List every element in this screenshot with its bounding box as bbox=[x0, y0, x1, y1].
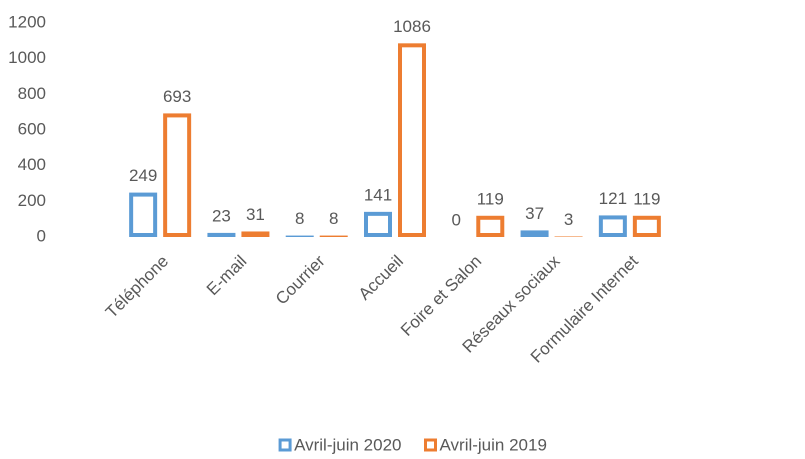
bar bbox=[319, 235, 348, 237]
bar bbox=[207, 232, 236, 237]
bar bbox=[632, 215, 661, 238]
y-tick-label: 800 bbox=[18, 84, 46, 103]
bar bbox=[598, 215, 627, 237]
value-label: 37 bbox=[525, 204, 544, 223]
value-label: 249 bbox=[129, 166, 157, 185]
y-tick-label: 200 bbox=[18, 191, 46, 210]
legend-label: Avril-juin 2020 bbox=[294, 435, 401, 454]
value-label: 8 bbox=[329, 209, 338, 228]
value-label: 31 bbox=[246, 205, 265, 224]
bar bbox=[163, 113, 192, 237]
value-label: 8 bbox=[295, 209, 304, 228]
x-tick-label: Foire et Salon bbox=[397, 252, 485, 340]
value-label: 121 bbox=[599, 189, 627, 208]
y-tick-label: 1000 bbox=[8, 48, 46, 67]
bar bbox=[398, 43, 426, 237]
x-tick-label: Accueil bbox=[355, 252, 407, 304]
legend-label: Avril-juin 2019 bbox=[440, 435, 547, 454]
y-tick-label: 600 bbox=[18, 119, 46, 138]
value-label: 1086 bbox=[393, 17, 431, 36]
y-tick-label: 400 bbox=[18, 155, 46, 174]
legend-swatch bbox=[278, 438, 292, 452]
bar bbox=[241, 231, 270, 237]
value-label: 693 bbox=[163, 87, 191, 106]
value-label: 0 bbox=[452, 210, 461, 229]
y-tick-label: 0 bbox=[37, 226, 46, 245]
value-label: 119 bbox=[633, 189, 660, 208]
value-label: 119 bbox=[477, 189, 504, 208]
value-label: 23 bbox=[212, 206, 231, 225]
bar bbox=[476, 215, 505, 238]
x-tick-label: Téléphone bbox=[102, 252, 172, 322]
x-tick-label: E-mail bbox=[203, 252, 250, 299]
value-label: 141 bbox=[364, 185, 392, 204]
legend-swatch bbox=[424, 438, 437, 452]
bar bbox=[520, 230, 549, 237]
bar bbox=[554, 236, 583, 237]
x-tick-label: Courrier bbox=[272, 251, 329, 308]
bar bbox=[285, 235, 314, 237]
y-tick-label: 1200 bbox=[8, 12, 46, 31]
bar bbox=[129, 192, 158, 237]
value-label: 3 bbox=[564, 210, 573, 229]
bar bbox=[364, 211, 392, 237]
legend: Avril-juin 2020 Avril-juin 2019 bbox=[278, 435, 547, 454]
